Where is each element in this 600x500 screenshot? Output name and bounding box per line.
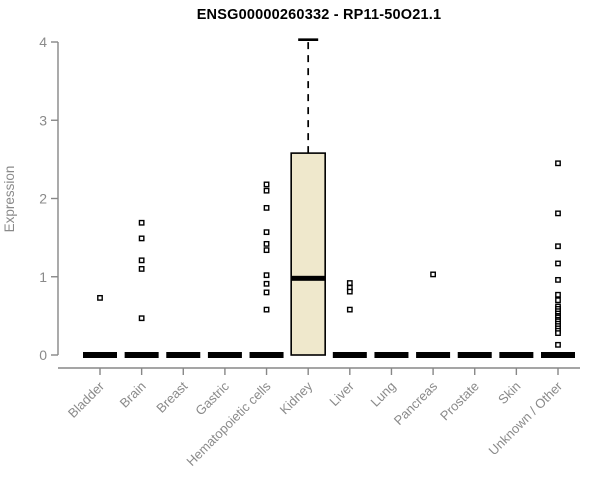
boxplot-breast [166,352,201,358]
collapsed-box-bar [207,352,242,358]
collapsed-box-bar [457,352,492,358]
y-tick-label: 1 [39,269,47,285]
x-category-label: Prostate [437,379,482,424]
median-line [291,275,326,281]
outlier-point [430,271,436,278]
boxplot-bladder [83,294,117,358]
collapsed-box-bar [332,352,367,358]
outlier-point [138,219,145,226]
y-tick-label: 4 [39,34,47,50]
outlier-point [138,266,145,272]
box-iqr [290,152,326,356]
collapsed-box-bar [124,352,159,358]
outlier-point [263,272,270,279]
outlier-point [138,315,145,322]
boxplot-gastric [207,352,242,358]
boxplot-liver [332,280,367,358]
outlier-point [263,181,270,188]
collapsed-box-bar [249,352,284,358]
y-tick-label: 2 [39,191,47,207]
outlier-point [555,291,561,298]
outlier-point [138,235,145,242]
outlier-point [263,247,270,254]
x-category-label: Bladder [65,378,108,421]
y-tick-label: 0 [39,347,47,363]
collapsed-box-bar [374,352,409,358]
outlier-point [346,288,353,295]
boxplot-prostate [457,352,492,358]
y-axis-label: Expression [2,166,17,233]
x-category-label: Gastric [192,378,232,418]
x-category-label: Breast [153,378,190,415]
outlier-point [555,276,561,283]
x-category-label: Brain [117,379,149,411]
outlier-point [555,210,561,217]
collapsed-box-bar [541,352,575,358]
boxplot-kidney [290,38,326,356]
x-category-label: Pancreas [391,378,441,428]
outlier-point [263,306,270,313]
outlier-point [263,204,270,211]
boxplot-hematopoietic-cells [249,181,284,358]
x-category-label: Lung [368,379,399,410]
outlier-point [555,243,561,250]
boxplot-pancreas [416,271,451,358]
outlier-point [263,289,270,296]
outlier-point [263,229,270,236]
outlier-point [263,240,270,247]
outlier-point [555,330,561,336]
boxplot-unknown-other [541,160,575,358]
chart-title: ENSG00000260332 - RP11-50O21.1 [196,7,442,23]
y-tick-label: 3 [39,112,47,128]
outlier-point [555,341,561,348]
x-category-label: Liver [326,378,357,409]
x-category-label: Kidney [277,378,316,417]
boxplot-brain [124,219,159,358]
outlier-point [346,306,353,313]
outlier-point [263,280,270,287]
outlier-point [555,297,561,304]
outlier-point [97,294,103,301]
collapsed-box-bar [416,352,451,358]
boxplots [83,38,575,358]
collapsed-box-bar [83,352,117,358]
outlier-point [555,160,561,167]
boxplot-skin [499,352,534,358]
outlier-point [555,260,561,267]
collapsed-box-bar [499,352,534,358]
x-category-label: Unknown / Other [486,378,566,458]
boxplot-lung [374,352,409,358]
outlier-point [263,187,270,194]
x-category-label: Skin [495,379,523,407]
outlier-point [346,280,353,286]
collapsed-box-bar [166,352,201,358]
outlier-point [138,257,145,264]
